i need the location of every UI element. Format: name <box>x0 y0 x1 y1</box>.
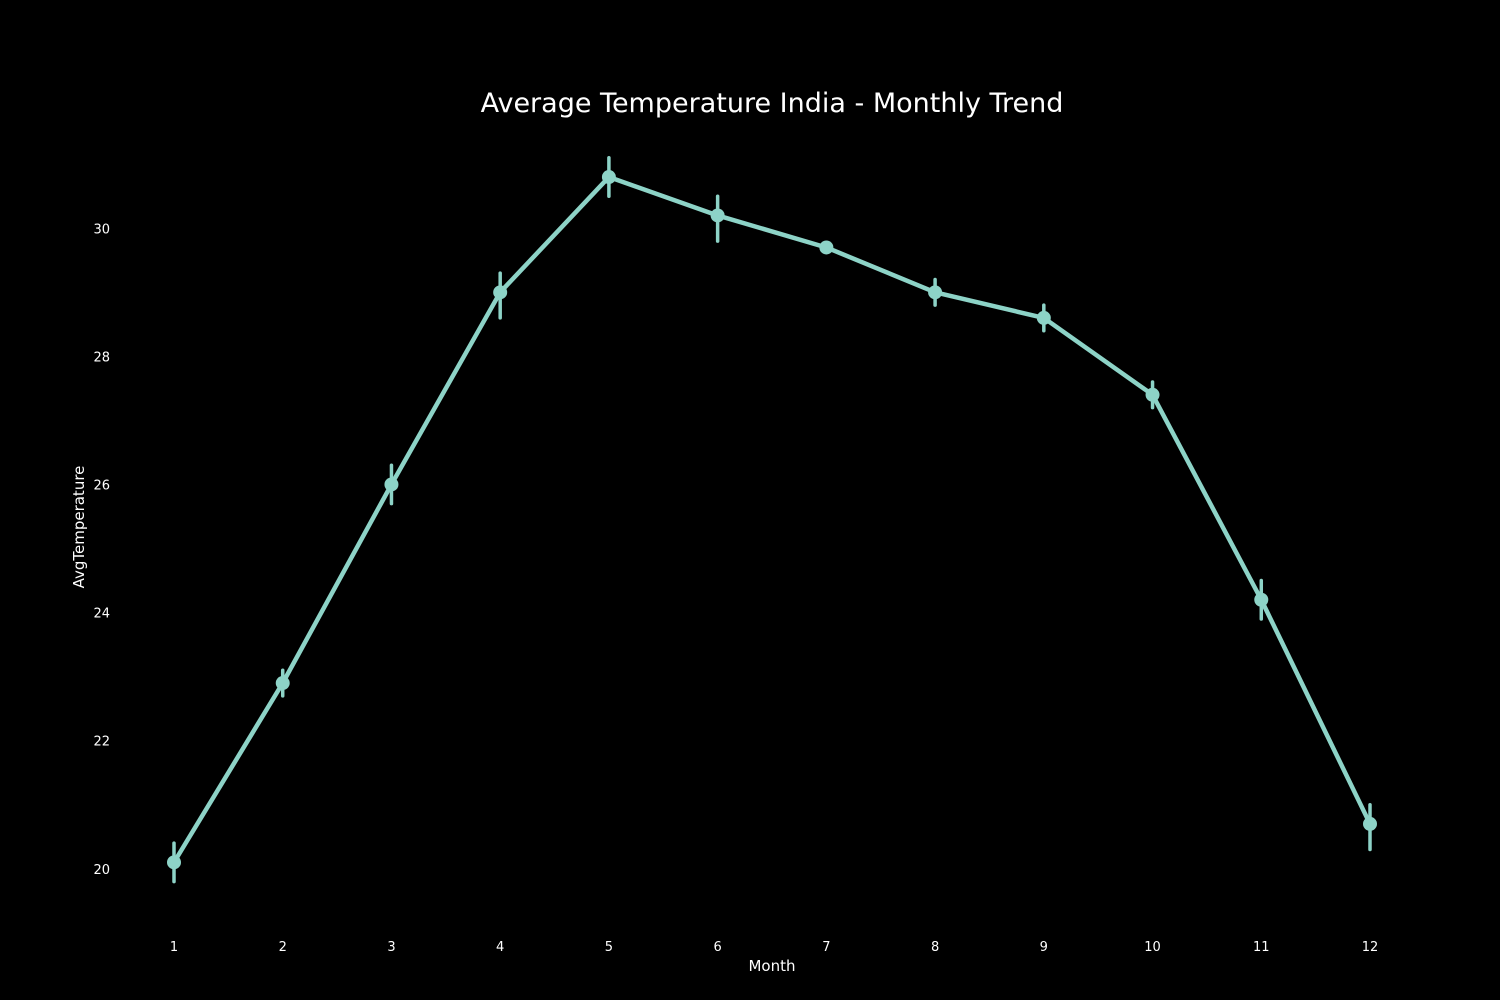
x-tick-label: 6 <box>713 940 721 955</box>
x-tick-label: 12 <box>1362 940 1379 955</box>
data-point <box>493 285 508 300</box>
x-tick-label: 11 <box>1253 940 1270 955</box>
data-point <box>1254 592 1269 607</box>
data-point <box>819 240 834 255</box>
x-tick-label: 10 <box>1144 940 1161 955</box>
x-tick-labels: 1 2 3 4 5 6 7 8 9 10 11 12 <box>170 940 1378 955</box>
data-point <box>1363 816 1377 831</box>
x-tick-label: 1 <box>170 940 178 955</box>
series-line <box>171 174 1373 865</box>
data-point <box>1036 310 1051 325</box>
chart-title: Average Temperature India - Monthly Tren… <box>481 88 1064 119</box>
y-axis-label: AvgTemperature <box>70 466 88 589</box>
x-tick-label: 3 <box>387 940 395 955</box>
y-tick-label: 24 <box>93 607 110 622</box>
x-tick-label: 7 <box>822 940 830 955</box>
x-tick-label: 2 <box>279 940 287 955</box>
data-point <box>275 676 290 691</box>
y-tick-label: 22 <box>93 735 110 750</box>
y-tick-label: 28 <box>93 350 110 365</box>
data-point <box>710 208 725 223</box>
x-tick-label: 8 <box>931 940 939 955</box>
x-tick-label: 4 <box>496 940 504 955</box>
data-point <box>1145 387 1160 402</box>
data-point <box>384 477 399 492</box>
data-point <box>601 170 616 185</box>
x-axis-label: Month <box>748 957 795 975</box>
data-point <box>928 285 943 300</box>
data-point <box>167 855 181 870</box>
data-points <box>167 170 1377 870</box>
x-tick-label: 5 <box>605 940 613 955</box>
y-tick-label: 26 <box>93 478 110 493</box>
x-tick-label: 9 <box>1040 940 1048 955</box>
y-tick-label: 30 <box>93 222 110 237</box>
y-tick-labels: 20 22 24 26 28 30 <box>93 222 110 877</box>
y-tick-label: 20 <box>93 863 110 878</box>
